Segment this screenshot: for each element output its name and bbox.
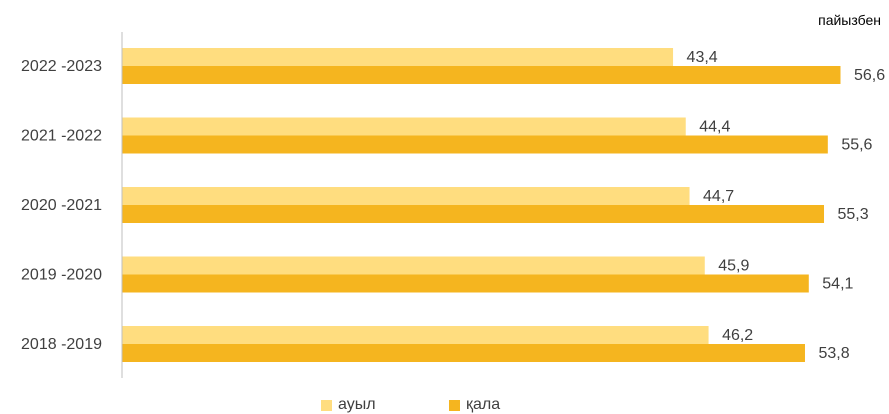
category-label: 2018 -2019 bbox=[21, 336, 102, 353]
category-label: 2020 -2021 bbox=[21, 197, 102, 214]
bar-kala bbox=[122, 274, 809, 293]
legend-item-kala: қала bbox=[449, 396, 500, 414]
legend: ауыл қала bbox=[0, 396, 889, 414]
bar-chart: 2022 -2023 43,4 56,6 2021 -2022 44,4 55,6 2020… bbox=[21, 32, 885, 378]
legend-swatch-kala bbox=[449, 399, 460, 411]
data-label-kala: 53,8 bbox=[818, 345, 849, 362]
bar-kala bbox=[122, 205, 825, 223]
legend-swatch-auyl bbox=[321, 399, 332, 411]
data-label-auyl: 45,9 bbox=[718, 258, 749, 275]
data-label-kala: 56,6 bbox=[854, 67, 885, 84]
data-label-auyl: 44,4 bbox=[699, 119, 730, 136]
data-label-auyl: 46,2 bbox=[722, 327, 753, 344]
bar-auyl bbox=[122, 48, 674, 66]
bar-auyl bbox=[122, 326, 709, 344]
bar-kala bbox=[122, 135, 828, 154]
bar-auyl bbox=[122, 187, 690, 205]
legend-label-auyl: ауыл bbox=[338, 396, 376, 413]
category-label: 2019 -2020 bbox=[21, 267, 102, 284]
legend-item-auyl: ауыл bbox=[321, 396, 376, 414]
unit-label: пайызбен bbox=[818, 12, 881, 28]
category-label: 2022 -2023 bbox=[21, 58, 102, 75]
data-label-kala: 55,6 bbox=[841, 137, 872, 154]
data-label-auyl: 43,4 bbox=[687, 49, 718, 66]
bar-kala bbox=[122, 66, 841, 84]
bar-auyl bbox=[122, 117, 686, 136]
data-label-auyl: 44,7 bbox=[703, 188, 734, 205]
data-label-kala: 54,1 bbox=[822, 276, 853, 293]
category-label: 2021 -2022 bbox=[21, 128, 102, 145]
bar-kala bbox=[122, 344, 805, 362]
data-label-kala: 55,3 bbox=[838, 206, 869, 223]
bars-group: 2022 -2023 43,4 56,6 2021 -2022 44,4 55,6 2020… bbox=[21, 48, 885, 362]
legend-label-kala: қала bbox=[466, 396, 501, 413]
bar-auyl bbox=[122, 256, 705, 275]
